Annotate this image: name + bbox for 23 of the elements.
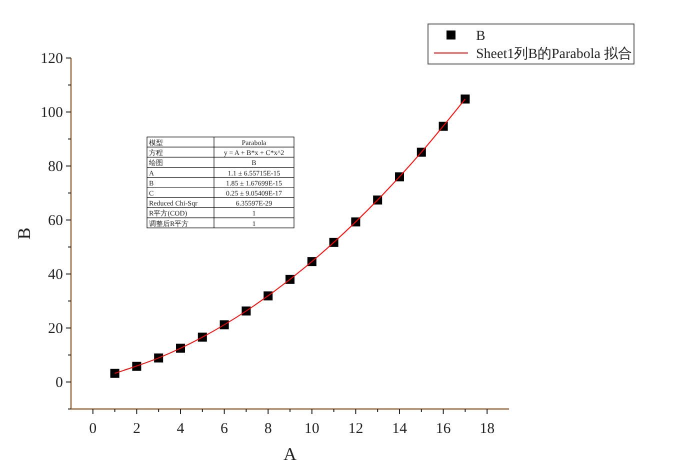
point: [110, 368, 120, 378]
x-tick-label: 10: [304, 421, 320, 437]
y-tick-label: 80: [48, 159, 63, 175]
x-tick-label: 12: [348, 421, 364, 437]
x-axis-title: A: [284, 444, 296, 464]
x-tick-label: 16: [436, 421, 452, 437]
x-tick-label: 2: [132, 421, 140, 437]
y-tick-label: 120: [40, 51, 63, 67]
legend-label: B: [476, 29, 486, 44]
x-tick-label: 8: [264, 421, 272, 437]
x-tick-label: 6: [220, 421, 229, 437]
x-tick-label: 0: [89, 421, 97, 437]
x-tick-label: 4: [176, 421, 185, 437]
y-tick-label: 60: [48, 213, 63, 229]
y-tick-label: 20: [48, 321, 63, 337]
point: [460, 94, 470, 104]
legend-label: Sheet1列B的Parabola 拟合: [476, 46, 632, 62]
x-tick-label: 18: [480, 421, 495, 437]
y-axis-title: B: [14, 227, 34, 240]
y-tick-label: 0: [56, 375, 63, 391]
x-tick-label: 14: [392, 421, 408, 437]
y-tick-label: 40: [48, 267, 63, 283]
y-tick-label: 100: [40, 105, 63, 121]
